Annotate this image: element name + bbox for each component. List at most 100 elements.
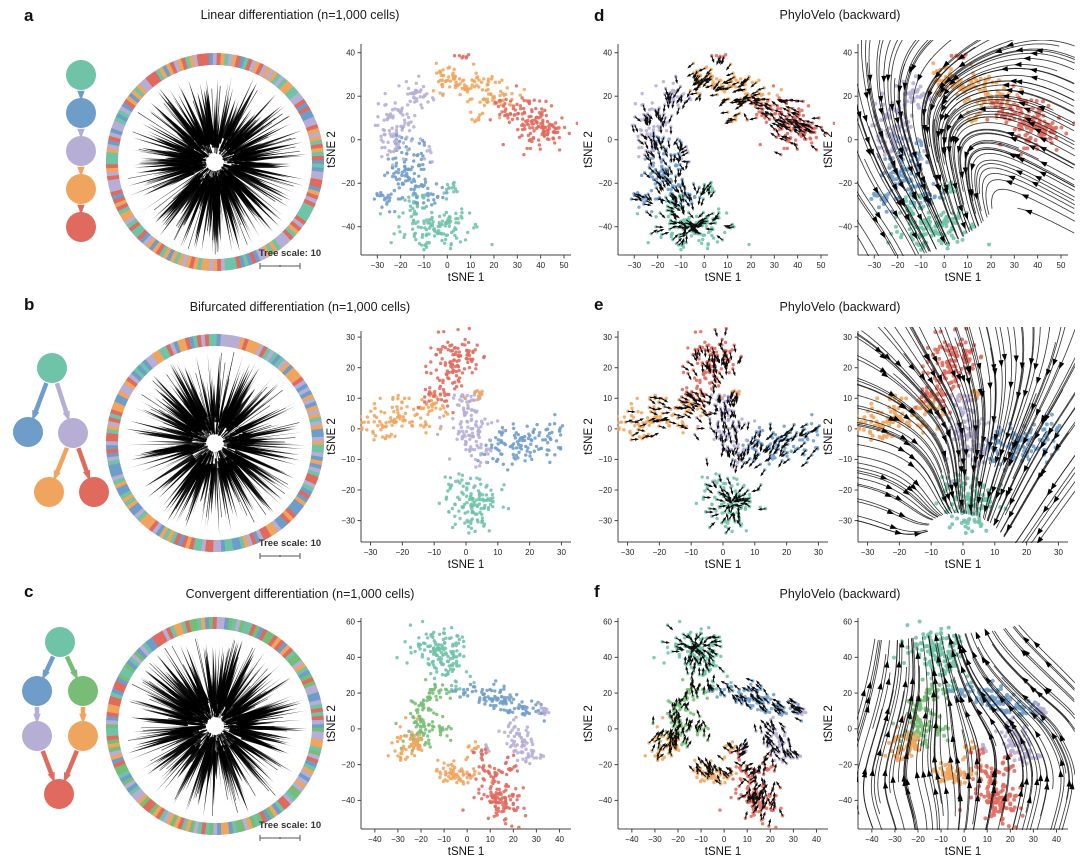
svg-text:10: 10	[963, 261, 972, 270]
svg-text:−40: −40	[838, 223, 852, 232]
svg-text:−40: −40	[598, 223, 612, 232]
svg-text:0: 0	[721, 548, 726, 557]
svg-text:−10: −10	[914, 261, 928, 270]
svg-text:−30: −30	[621, 548, 635, 557]
tree-scale-bar-b	[259, 553, 301, 559]
svg-text:−20: −20	[341, 179, 355, 188]
phylogenetic-tree-c	[105, 616, 325, 836]
velocity-plot-d: −30 −20 −10 0 10 20 30 40 50 −40 −20 0 20 40 tSNE 1 tSN…	[583, 44, 835, 284]
svg-text:−30: −30	[628, 261, 642, 270]
svg-text:tSNE 1: tSNE 1	[705, 272, 741, 284]
svg-text:30: 30	[513, 261, 522, 270]
svg-text:0: 0	[942, 261, 947, 270]
svg-text:−10: −10	[598, 455, 612, 464]
svg-text:−30: −30	[598, 516, 612, 525]
figure-row-b: b Bifurcated differentiation (n=1,000 ce…	[0, 287, 1080, 574]
svg-text:−10: −10	[427, 548, 441, 557]
row-d-title: PhyloVelo (backward)	[779, 8, 901, 22]
row-f-title: PhyloVelo (backward)	[779, 587, 901, 601]
lineage-diagram-bifurcated	[13, 353, 109, 507]
svg-text:0: 0	[351, 425, 356, 434]
svg-text:20: 20	[782, 548, 791, 557]
svg-text:−10: −10	[684, 548, 698, 557]
svg-text:−20: −20	[598, 179, 612, 188]
svg-text:30: 30	[603, 333, 612, 342]
svg-text:50: 50	[1057, 261, 1066, 270]
svg-text:30: 30	[1010, 261, 1019, 270]
svg-text:−40: −40	[341, 223, 355, 232]
svg-text:−30: −30	[868, 261, 882, 270]
svg-text:−30: −30	[341, 516, 355, 525]
svg-text:−20: −20	[891, 261, 905, 270]
svg-text:20: 20	[490, 261, 499, 270]
svg-text:50: 50	[560, 261, 569, 270]
svg-text:tSNE 2: tSNE 2	[583, 418, 595, 454]
tree-scale-label-c: Tree scale: 10	[258, 820, 322, 831]
streamline-plot-d: −30 −20 −10 0 10 20 30 40 50 −40 −20 0 20 40 tSNE 1 tSN…	[823, 40, 1075, 284]
svg-text:40: 40	[1033, 261, 1042, 270]
svg-text:0: 0	[848, 136, 853, 145]
svg-text:10: 10	[603, 394, 612, 403]
lineage-diagram-linear	[66, 60, 96, 242]
tree-scale-bar-a	[259, 263, 301, 269]
tree-scale-bar-c	[259, 835, 301, 841]
svg-text:10: 10	[346, 394, 355, 403]
svg-text:tSNE 2: tSNE 2	[823, 131, 835, 167]
tree-scale-label-b: Tree scale: 10	[258, 538, 322, 549]
svg-text:10: 10	[466, 261, 475, 270]
panel-label-b: b	[24, 295, 35, 314]
svg-text:−20: −20	[394, 261, 408, 270]
velocity-plot-e: −30 −20 −10 0 10 20 30 −30 −20 −10 0 10 20 30 tSNE 1 tS…	[583, 327, 828, 571]
svg-text:−10: −10	[341, 455, 355, 464]
svg-text:30: 30	[770, 261, 779, 270]
svg-text:−30: −30	[371, 261, 385, 270]
tsne-plot-b: −30 −20 −10 0 10 20 30 −30 −20 −10 0 10 20 30 tSNE 1 tS…	[326, 327, 571, 571]
svg-text:−20: −20	[653, 548, 667, 557]
svg-text:30: 30	[346, 333, 355, 342]
svg-text:tSNE 1: tSNE 1	[448, 559, 484, 571]
svg-text:10: 10	[750, 548, 759, 557]
svg-text:20: 20	[747, 261, 756, 270]
svg-text:tSNE 1: tSNE 1	[448, 272, 484, 284]
svg-text:0: 0	[608, 425, 613, 434]
svg-text:40: 40	[843, 49, 852, 58]
svg-text:tSNE 1: tSNE 1	[705, 559, 741, 571]
svg-text:20: 20	[525, 548, 534, 557]
lineage-diagram-convergent	[22, 627, 98, 809]
svg-text:20: 20	[603, 92, 612, 101]
svg-text:−20: −20	[651, 261, 665, 270]
svg-text:0: 0	[702, 261, 707, 270]
svg-text:40: 40	[536, 261, 545, 270]
svg-text:20: 20	[843, 92, 852, 101]
tsne-plot-a: −30 −20 −10 0 10 20 30 40 50 −40 −20 0 20 40 tSNE 1 tSN…	[326, 44, 578, 284]
svg-text:10: 10	[493, 548, 502, 557]
svg-text:40: 40	[793, 261, 802, 270]
svg-text:−20: −20	[598, 486, 612, 495]
svg-text:0: 0	[351, 136, 356, 145]
svg-text:tSNE 2: tSNE 2	[326, 131, 338, 167]
svg-text:tSNE 2: tSNE 2	[583, 131, 595, 167]
panel-label-a: a	[24, 6, 34, 25]
svg-text:30: 30	[814, 548, 823, 557]
svg-text:tSNE 2: tSNE 2	[326, 418, 338, 454]
svg-text:20: 20	[346, 92, 355, 101]
svg-text:20: 20	[987, 261, 996, 270]
svg-text:−30: −30	[364, 548, 378, 557]
row-c-title: Convergent differentiation (n=1,000 cell…	[185, 587, 415, 601]
svg-text:−10: −10	[674, 261, 688, 270]
panel-label-c: c	[24, 582, 34, 601]
svg-text:0: 0	[445, 261, 450, 270]
svg-text:0: 0	[464, 548, 469, 557]
svg-text:50: 50	[817, 261, 826, 270]
svg-text:40: 40	[346, 49, 355, 58]
svg-text:40: 40	[603, 49, 612, 58]
figure-row-a: a Linear differentiation (n=1,000 cells)…	[0, 0, 1080, 287]
panel-label-e: e	[594, 295, 604, 314]
svg-text:20: 20	[346, 363, 355, 372]
svg-text:0: 0	[608, 136, 613, 145]
